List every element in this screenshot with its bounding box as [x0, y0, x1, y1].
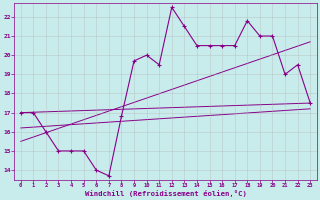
X-axis label: Windchill (Refroidissement éolien,°C): Windchill (Refroidissement éolien,°C)	[84, 190, 246, 197]
